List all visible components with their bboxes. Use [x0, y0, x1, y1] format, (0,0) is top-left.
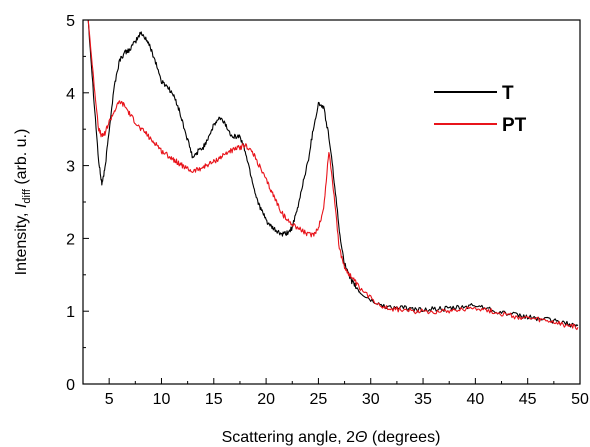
plot-frame [82, 19, 581, 385]
legend: T PT [434, 83, 527, 136]
x-tick-label: 15 [205, 391, 223, 408]
axis-ticks [82, 19, 581, 385]
y-tick-label: 1 [66, 304, 75, 321]
series-line-PT [87, 19, 579, 331]
series-lines [87, 19, 579, 331]
x-tick-label: 20 [257, 391, 275, 408]
x-tick-label: 5 [105, 391, 114, 408]
legend-label-T: T [502, 83, 514, 104]
legend-label-PT: PT [502, 115, 527, 136]
series-line-T [87, 19, 579, 328]
y-tick-label: 3 [66, 159, 75, 176]
y-tick-label: 0 [66, 377, 75, 394]
y-axis-title: Intensity, Idiff (arb. u.) [13, 129, 33, 276]
x-tick-label: 40 [466, 391, 484, 408]
y-tick-label: 4 [66, 86, 75, 103]
x-tick-label: 25 [310, 391, 328, 408]
x-tick-label: 10 [153, 391, 171, 408]
x-axis-title: Scattering angle, 2Θ (degrees) [222, 429, 441, 446]
y-tick-label: 5 [66, 13, 75, 30]
x-tick-label: 50 [571, 391, 589, 408]
y-tick-label: 2 [66, 231, 75, 248]
x-tick-label: 35 [414, 391, 432, 408]
x-tick-label: 45 [519, 391, 537, 408]
x-tick-label: 30 [362, 391, 380, 408]
